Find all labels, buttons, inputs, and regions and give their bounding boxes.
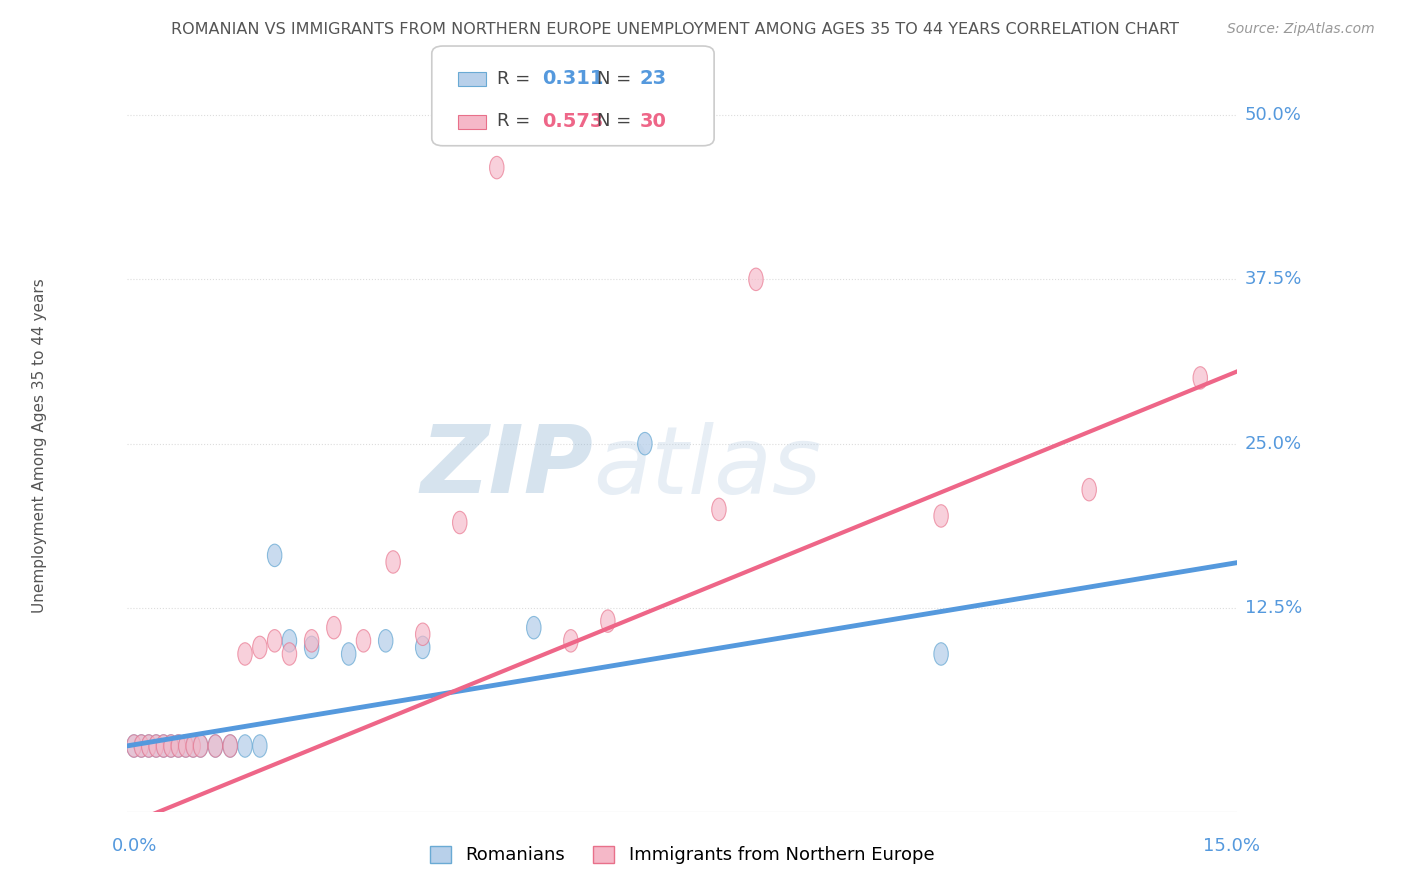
Ellipse shape xyxy=(305,630,319,652)
Ellipse shape xyxy=(179,735,193,757)
Text: 12.5%: 12.5% xyxy=(1244,599,1302,617)
Text: 25.0%: 25.0% xyxy=(1244,434,1302,452)
Ellipse shape xyxy=(179,735,193,757)
Text: R =: R = xyxy=(498,70,536,88)
Ellipse shape xyxy=(934,505,948,527)
Ellipse shape xyxy=(600,610,614,632)
Text: Unemployment Among Ages 35 to 44 years: Unemployment Among Ages 35 to 44 years xyxy=(32,278,46,614)
Ellipse shape xyxy=(224,735,238,757)
Text: atlas: atlas xyxy=(593,422,821,513)
Ellipse shape xyxy=(283,643,297,665)
Text: 0.311: 0.311 xyxy=(541,70,603,88)
Ellipse shape xyxy=(149,735,163,757)
FancyBboxPatch shape xyxy=(458,115,486,128)
Ellipse shape xyxy=(453,511,467,533)
Ellipse shape xyxy=(305,636,319,658)
Ellipse shape xyxy=(156,735,170,757)
Text: N =: N = xyxy=(598,70,637,88)
Ellipse shape xyxy=(163,735,179,757)
Legend: Romanians, Immigrants from Northern Europe: Romanians, Immigrants from Northern Euro… xyxy=(422,838,942,871)
Ellipse shape xyxy=(711,498,725,521)
Ellipse shape xyxy=(638,433,652,455)
Ellipse shape xyxy=(416,636,430,658)
Ellipse shape xyxy=(194,735,208,757)
Ellipse shape xyxy=(342,643,356,665)
Ellipse shape xyxy=(1083,478,1097,501)
Ellipse shape xyxy=(378,630,392,652)
Ellipse shape xyxy=(208,735,222,757)
Ellipse shape xyxy=(267,544,281,566)
Ellipse shape xyxy=(142,735,156,757)
Ellipse shape xyxy=(156,735,170,757)
Ellipse shape xyxy=(749,268,763,291)
Ellipse shape xyxy=(385,550,401,574)
Ellipse shape xyxy=(134,735,149,757)
Ellipse shape xyxy=(267,630,281,652)
Text: 30: 30 xyxy=(640,112,666,131)
Ellipse shape xyxy=(194,735,208,757)
Text: ROMANIAN VS IMMIGRANTS FROM NORTHERN EUROPE UNEMPLOYMENT AMONG AGES 35 TO 44 YEA: ROMANIAN VS IMMIGRANTS FROM NORTHERN EUR… xyxy=(172,22,1178,37)
Ellipse shape xyxy=(142,735,156,757)
FancyBboxPatch shape xyxy=(432,46,714,145)
Ellipse shape xyxy=(253,735,267,757)
Ellipse shape xyxy=(934,643,948,665)
Ellipse shape xyxy=(416,623,430,646)
Ellipse shape xyxy=(134,735,149,757)
Text: ZIP: ZIP xyxy=(420,421,593,513)
Ellipse shape xyxy=(1194,367,1208,389)
Ellipse shape xyxy=(172,735,186,757)
Ellipse shape xyxy=(208,735,222,757)
Ellipse shape xyxy=(527,616,541,639)
Ellipse shape xyxy=(356,630,371,652)
Ellipse shape xyxy=(253,636,267,658)
Ellipse shape xyxy=(224,735,238,757)
Text: 50.0%: 50.0% xyxy=(1244,106,1302,124)
Ellipse shape xyxy=(326,616,342,639)
Ellipse shape xyxy=(127,735,141,757)
FancyBboxPatch shape xyxy=(458,72,486,87)
Text: 23: 23 xyxy=(640,70,666,88)
Ellipse shape xyxy=(489,156,503,178)
Ellipse shape xyxy=(127,735,141,757)
Text: 0.0%: 0.0% xyxy=(112,837,157,855)
Ellipse shape xyxy=(163,735,179,757)
Ellipse shape xyxy=(172,735,186,757)
Text: Source: ZipAtlas.com: Source: ZipAtlas.com xyxy=(1227,22,1375,37)
Ellipse shape xyxy=(186,735,201,757)
Text: 0.573: 0.573 xyxy=(541,112,603,131)
Ellipse shape xyxy=(186,735,201,757)
Text: R =: R = xyxy=(498,112,536,130)
Ellipse shape xyxy=(238,735,252,757)
Ellipse shape xyxy=(149,735,163,757)
Ellipse shape xyxy=(564,630,578,652)
Text: N =: N = xyxy=(598,112,637,130)
Ellipse shape xyxy=(283,630,297,652)
Ellipse shape xyxy=(238,643,252,665)
Text: 15.0%: 15.0% xyxy=(1204,837,1260,855)
Text: 37.5%: 37.5% xyxy=(1244,270,1302,288)
